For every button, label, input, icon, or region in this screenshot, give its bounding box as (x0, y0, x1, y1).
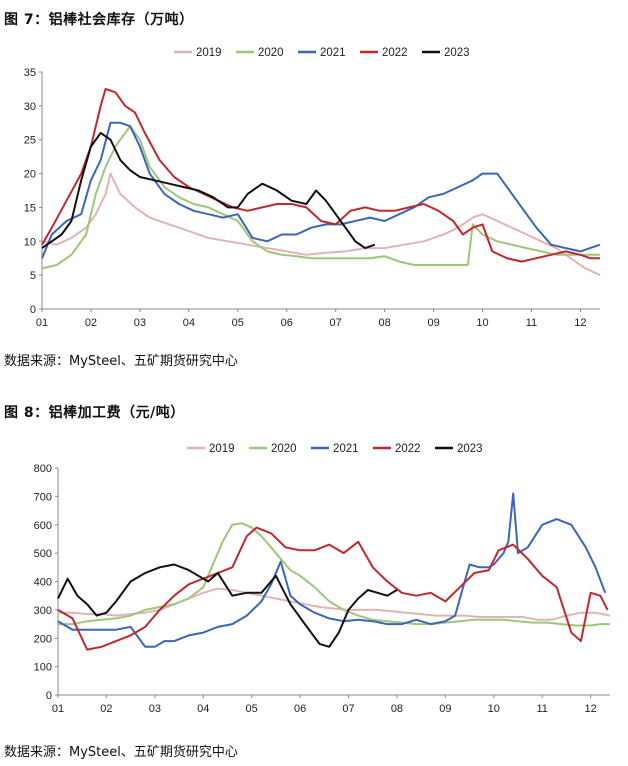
x-tick-label: 09 (439, 703, 451, 715)
x-tick-label: 12 (574, 317, 586, 329)
x-tick-label: 11 (526, 317, 537, 329)
y-tick-label: 25 (24, 135, 36, 147)
processing-fee-line-chart: 0 100 200 300 400 500 600 700 800 01 02 03 04 05 06 07 0… (34, 443, 611, 715)
x-tick-label: 03 (134, 317, 146, 329)
x-tick-label: 08 (379, 317, 391, 329)
chart-2-title: 图 8：铝棒加工费（元/吨） (4, 405, 185, 421)
y-tick-label: 30 (24, 101, 36, 113)
legend-label-2019: 2019 (196, 47, 222, 59)
y-tick-label: 35 (24, 67, 36, 79)
y-tick-label: 600 (34, 520, 52, 532)
legend-label-2020: 2020 (258, 47, 284, 59)
legend-label-2023: 2023 (444, 47, 470, 59)
x-tick-label: 09 (427, 317, 439, 329)
y-tick-label: 400 (34, 577, 52, 589)
x-tick-label: 11 (536, 703, 547, 715)
legend-label-2021: 2021 (333, 443, 359, 455)
chart-1-source: 数据来源：MySteel、五矿期货研究中心 (4, 354, 238, 369)
x-tick-label: 01 (52, 703, 64, 715)
x-tick-label: 04 (197, 703, 209, 715)
x-tick-label: 12 (585, 703, 597, 715)
y-tick-label: 500 (34, 548, 52, 560)
chart-1-title: 图 7：铝棒社会库存（万吨） (4, 12, 194, 28)
x-tick-label: 01 (36, 317, 48, 329)
y-tick-label: 10 (24, 236, 36, 248)
legend-label-2022: 2022 (395, 443, 421, 455)
x-tick-label: 10 (476, 317, 488, 329)
y-tick-label: 15 (24, 202, 36, 214)
x-tick-label: 07 (330, 317, 342, 329)
x-tick-label: 05 (246, 703, 258, 715)
x-tick-label: 04 (183, 317, 195, 329)
legend-label-2020: 2020 (271, 443, 297, 455)
series-line-2022 (57, 526, 609, 651)
legend-label-2023: 2023 (457, 443, 483, 455)
series-line-2023 (57, 563, 398, 648)
y-tick-label: 700 (34, 491, 52, 503)
y-tick-label: 200 (34, 633, 52, 645)
x-tick-label: 02 (85, 317, 97, 329)
y-tick-label: 300 (34, 605, 52, 617)
x-tick-label: 02 (100, 703, 112, 715)
series-line-2020 (58, 522, 610, 627)
y-tick-label: 0 (46, 690, 52, 702)
y-tick-label: 5 (30, 270, 36, 282)
x-tick-label: 06 (294, 703, 306, 715)
x-tick-label: 08 (391, 703, 403, 715)
series-line-2021 (57, 492, 607, 648)
x-tick-label: 06 (281, 317, 293, 329)
x-tick-label: 05 (232, 317, 244, 329)
y-tick-label: 20 (24, 169, 36, 181)
x-tick-label: 10 (488, 703, 500, 715)
x-tick-label: 07 (342, 703, 354, 715)
y-tick-label: 0 (30, 304, 36, 316)
x-tick-label: 03 (149, 703, 161, 715)
y-tick-label: 100 (34, 662, 52, 674)
y-tick-label: 800 (34, 463, 52, 475)
series-line-2021 (41, 121, 601, 259)
series-line-2020 (41, 125, 600, 270)
legend-label-2021: 2021 (320, 47, 346, 59)
chart-2-source: 数据来源：MySteel、五矿期货研究中心 (4, 745, 238, 760)
series-line-2023 (41, 131, 376, 250)
series-line-2022 (41, 87, 600, 263)
series-line-2019 (58, 587, 611, 621)
series-line-2019 (41, 172, 601, 277)
legend-label-2019: 2019 (209, 443, 235, 455)
legend-label-2022: 2022 (382, 47, 408, 59)
